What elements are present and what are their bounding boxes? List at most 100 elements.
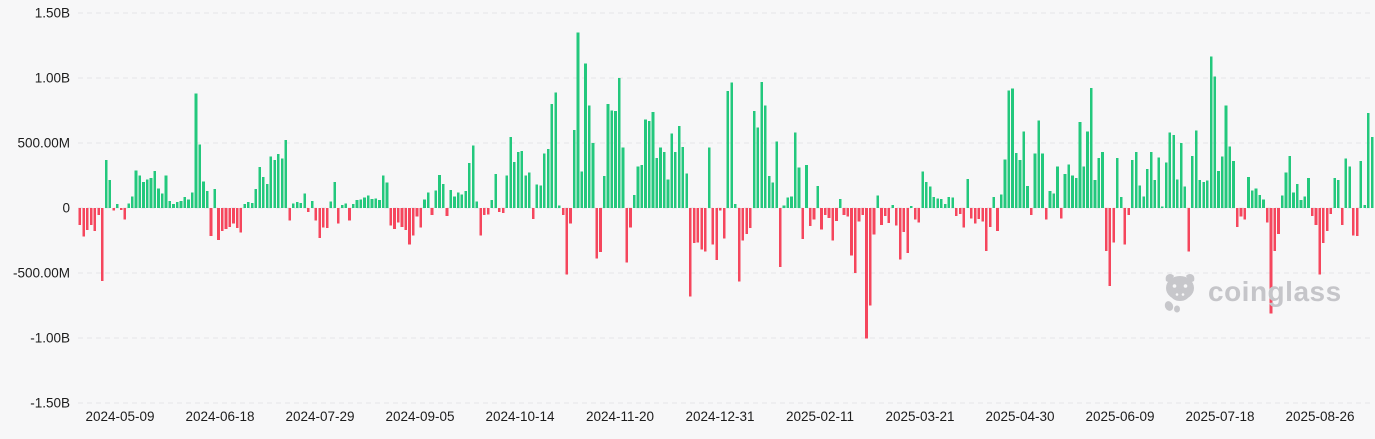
flow-bar[interactable] bbox=[883, 208, 887, 216]
flow-bar[interactable] bbox=[411, 208, 415, 236]
flow-bar[interactable] bbox=[558, 205, 561, 208]
flow-bar[interactable] bbox=[198, 144, 202, 208]
flow-bar[interactable] bbox=[644, 119, 647, 208]
flow-bar[interactable] bbox=[629, 208, 632, 228]
flow-bar[interactable] bbox=[760, 81, 763, 208]
flow-bar[interactable] bbox=[400, 208, 404, 227]
flow-bar[interactable] bbox=[273, 159, 276, 208]
flow-bar[interactable] bbox=[194, 93, 198, 208]
flow-bar[interactable] bbox=[1254, 188, 1258, 209]
flow-bar[interactable] bbox=[153, 170, 157, 208]
flow-bar[interactable] bbox=[868, 208, 872, 306]
flow-bar[interactable] bbox=[891, 204, 894, 208]
flow-bar[interactable] bbox=[1209, 56, 1213, 208]
flow-bar[interactable] bbox=[1367, 113, 1370, 208]
flow-bar[interactable] bbox=[190, 192, 194, 208]
flow-bar[interactable] bbox=[131, 196, 134, 208]
flow-bar[interactable] bbox=[1089, 87, 1093, 208]
flow-bar[interactable] bbox=[520, 150, 524, 208]
flow-bar[interactable] bbox=[921, 171, 924, 208]
flow-bar[interactable] bbox=[790, 196, 793, 208]
flow-bar[interactable] bbox=[681, 146, 685, 208]
flow-bar[interactable] bbox=[576, 32, 580, 209]
flow-bar[interactable] bbox=[490, 200, 494, 208]
flow-bar[interactable] bbox=[850, 208, 853, 256]
flow-bar[interactable] bbox=[917, 208, 921, 223]
flow-bar[interactable] bbox=[816, 185, 820, 208]
flow-bar[interactable] bbox=[1202, 182, 1205, 208]
flow-bar[interactable] bbox=[1187, 208, 1190, 252]
flow-bar[interactable] bbox=[434, 190, 438, 208]
flow-bar[interactable] bbox=[831, 208, 835, 241]
flow-bar[interactable] bbox=[719, 208, 722, 211]
flow-bar[interactable] bbox=[704, 208, 707, 252]
flow-bar[interactable] bbox=[1340, 208, 1344, 225]
flow-bar[interactable] bbox=[172, 204, 175, 208]
flow-bar[interactable] bbox=[1247, 176, 1250, 208]
flow-bar[interactable] bbox=[820, 208, 823, 230]
flow-bar[interactable] bbox=[464, 191, 467, 208]
flow-bar[interactable] bbox=[775, 141, 778, 208]
flow-bar[interactable] bbox=[134, 170, 138, 208]
flow-bar[interactable] bbox=[1228, 146, 1232, 208]
flow-bar[interactable] bbox=[1052, 193, 1056, 208]
flow-bar[interactable] bbox=[456, 192, 460, 208]
flow-bar[interactable] bbox=[269, 156, 273, 208]
flow-bar[interactable] bbox=[366, 195, 370, 208]
flow-bar[interactable] bbox=[872, 208, 876, 235]
flow-bar[interactable] bbox=[1022, 131, 1026, 208]
flow-bar[interactable] bbox=[906, 208, 909, 253]
flow-bar[interactable] bbox=[958, 208, 962, 214]
flow-bar[interactable] bbox=[572, 130, 576, 208]
flow-bar[interactable] bbox=[587, 105, 591, 208]
flow-bar[interactable] bbox=[898, 208, 902, 260]
flow-bar[interactable] bbox=[164, 175, 168, 209]
flow-bar[interactable] bbox=[1074, 178, 1078, 208]
flow-bar[interactable] bbox=[779, 208, 782, 268]
flow-bar[interactable] bbox=[655, 157, 659, 208]
flow-bar[interactable] bbox=[561, 208, 565, 216]
flow-bar[interactable] bbox=[1318, 208, 1321, 275]
flow-bar[interactable] bbox=[1097, 157, 1101, 208]
flow-bar[interactable] bbox=[303, 193, 306, 208]
flow-bar[interactable] bbox=[805, 165, 808, 208]
flow-bar[interactable] bbox=[97, 208, 100, 216]
flow-bar[interactable] bbox=[513, 161, 516, 208]
flow-bar[interactable] bbox=[621, 147, 625, 208]
flow-bar[interactable] bbox=[142, 182, 145, 208]
flow-bar[interactable] bbox=[355, 200, 359, 208]
flow-bar[interactable] bbox=[1179, 143, 1183, 208]
flow-bar[interactable] bbox=[1078, 122, 1082, 208]
flow-bar[interactable] bbox=[310, 200, 314, 208]
flow-bar[interactable] bbox=[1056, 166, 1059, 208]
flow-bar[interactable] bbox=[861, 208, 865, 216]
flow-bar[interactable] bbox=[243, 204, 246, 208]
flow-bar[interactable] bbox=[119, 208, 123, 210]
flow-bar[interactable] bbox=[160, 193, 164, 208]
flow-bar[interactable] bbox=[250, 202, 254, 208]
flow-bar[interactable] bbox=[1292, 192, 1295, 208]
flow-bar[interactable] bbox=[1359, 161, 1363, 208]
flow-bar[interactable] bbox=[235, 208, 239, 229]
flow-bar[interactable] bbox=[1041, 153, 1044, 208]
flow-bar[interactable] bbox=[752, 111, 756, 208]
flow-bar[interactable] bbox=[93, 208, 97, 231]
flow-bar[interactable] bbox=[187, 199, 190, 208]
flow-bar[interactable] bbox=[145, 179, 149, 208]
flow-bar[interactable] bbox=[1310, 208, 1314, 216]
flow-bar[interactable] bbox=[722, 208, 726, 239]
flow-bar[interactable] bbox=[127, 203, 130, 208]
flow-bar[interactable] bbox=[1307, 178, 1310, 208]
flow-bar[interactable] bbox=[992, 196, 996, 208]
flow-bar[interactable] bbox=[647, 120, 651, 208]
flow-bar[interactable] bbox=[1116, 157, 1119, 208]
flow-bar[interactable] bbox=[584, 63, 587, 209]
flow-bar[interactable] bbox=[932, 196, 936, 208]
flow-bar[interactable] bbox=[996, 208, 999, 231]
flow-bar[interactable] bbox=[228, 208, 232, 227]
flow-bar[interactable] bbox=[232, 208, 235, 224]
flow-bar[interactable] bbox=[284, 139, 288, 208]
flow-bar[interactable] bbox=[838, 198, 842, 208]
flow-bar[interactable] bbox=[895, 208, 898, 226]
flow-bar[interactable] bbox=[981, 208, 984, 222]
